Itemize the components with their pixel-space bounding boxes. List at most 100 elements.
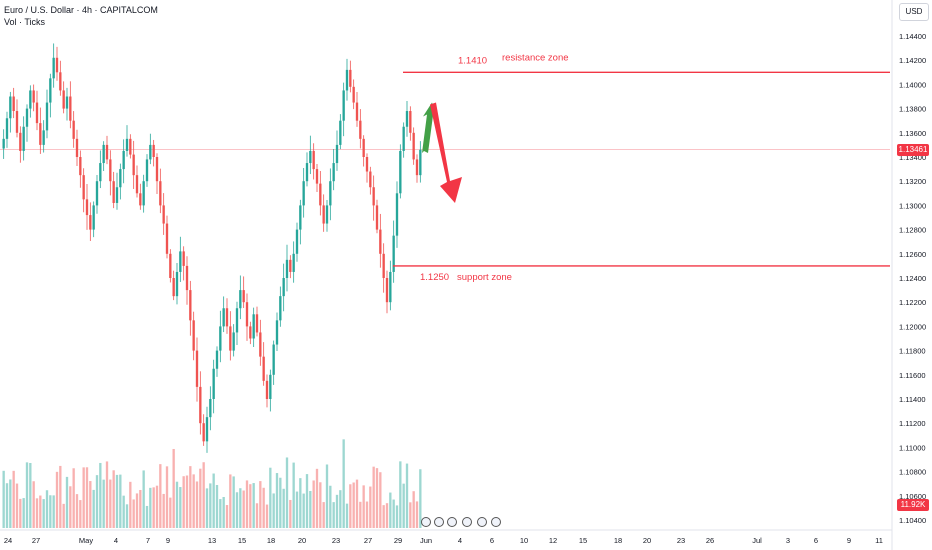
volume-bar: [62, 503, 65, 528]
volume-bar: [45, 490, 49, 528]
volume-bar: [345, 503, 349, 528]
volume-bar: [9, 479, 12, 528]
volume-bar: [195, 481, 199, 528]
price-tick-label: 1.11200: [899, 419, 926, 428]
candle-body: [42, 130, 45, 145]
candle-body: [245, 302, 249, 327]
candle-body: [265, 380, 269, 399]
price-tick-label: 1.13800: [899, 105, 926, 114]
candle-body: [289, 259, 292, 272]
volume-bar: [222, 496, 225, 528]
volume-bar: [172, 448, 175, 528]
candle-body: [159, 181, 162, 206]
flag-icon[interactable]: [434, 517, 444, 527]
candle-body: [145, 159, 149, 182]
volume-bar: [165, 466, 169, 528]
volume-bar: [122, 495, 125, 528]
lightning-icon[interactable]: [421, 517, 431, 527]
candle-body: [222, 308, 225, 327]
volume-bar: [5, 483, 9, 528]
volume-bar: [225, 505, 229, 528]
candle-body: [319, 183, 322, 206]
candle-body: [195, 350, 199, 387]
volume-bar: [372, 466, 375, 528]
volume-bar: [169, 497, 172, 528]
flag-icon[interactable]: [462, 517, 472, 527]
volume-bar: [419, 469, 422, 528]
volume-bar: [402, 483, 405, 528]
volume-bar: [32, 481, 35, 528]
volume-bar: [175, 481, 179, 528]
volume-bar: [259, 481, 262, 528]
volume-bar: [2, 470, 5, 528]
volume-bar: [99, 462, 102, 528]
volume-bar: [235, 492, 239, 528]
flag-icon[interactable]: [447, 517, 457, 527]
volume-bar: [255, 503, 259, 528]
candle-body: [65, 96, 69, 109]
candle-body: [115, 187, 119, 203]
candle-body: [52, 57, 55, 79]
volume-bar: [352, 482, 355, 528]
candle-body: [342, 90, 345, 121]
volume-bar: [322, 502, 325, 528]
volume-bar: [145, 505, 149, 528]
resistance-value-label: 1.1410: [458, 55, 487, 66]
volume-bar: [272, 493, 275, 528]
volume-bar: [305, 474, 309, 528]
volume-bar: [59, 465, 62, 528]
price-tick-label: 1.10800: [899, 468, 926, 477]
volume-bar: [15, 483, 19, 528]
volume-bar: [249, 484, 252, 528]
candle-body: [219, 326, 222, 351]
volume-bar: [55, 471, 59, 528]
candle-body: [285, 259, 289, 278]
volume-bar: [329, 485, 332, 528]
candle-body: [322, 205, 325, 224]
volume-bar: [42, 499, 45, 528]
candle-body: [12, 96, 15, 112]
candle-body: [99, 163, 102, 182]
candle-body: [269, 374, 272, 399]
volume-bar: [89, 481, 92, 528]
volume-bar: [369, 486, 372, 528]
volume-bar: [385, 503, 389, 528]
flag-icon[interactable]: [491, 517, 501, 527]
candle-body: [215, 350, 219, 369]
candle-body: [39, 123, 42, 145]
volume-bar: [362, 485, 365, 528]
candle-body: [35, 102, 39, 124]
volume-bar: [292, 462, 295, 528]
candle-body: [125, 138, 129, 151]
candle-body: [199, 386, 202, 424]
candle-body: [59, 72, 62, 91]
candle-body: [142, 181, 145, 206]
flag-icon[interactable]: [477, 517, 487, 527]
candle-body: [299, 205, 302, 230]
candle-body: [389, 271, 392, 303]
volume-bar: [142, 470, 145, 528]
volume-bar: [152, 487, 155, 528]
volume-bar: [389, 492, 392, 528]
candle-body: [375, 205, 379, 230]
time-tick-label: 3: [786, 536, 790, 545]
candle-body: [189, 290, 192, 321]
candle-body: [202, 423, 205, 442]
volume-bar: [282, 488, 285, 528]
candle-body: [345, 69, 349, 91]
volume-bar: [412, 491, 415, 528]
volume-bar: [392, 499, 395, 528]
volume-bar: [229, 474, 232, 528]
candle-body: [212, 368, 215, 399]
time-tick-label: 12: [549, 536, 557, 545]
candle-body: [79, 157, 82, 176]
support-zone-label: support zone: [457, 272, 512, 283]
currency-button[interactable]: USD: [899, 3, 929, 21]
price-tick-label: 1.12200: [899, 298, 926, 307]
candle-body: [135, 175, 139, 194]
time-tick-label: 4: [114, 536, 118, 545]
candle-body: [272, 344, 275, 375]
volume-bar: [35, 498, 39, 528]
candle-body: [172, 278, 175, 297]
